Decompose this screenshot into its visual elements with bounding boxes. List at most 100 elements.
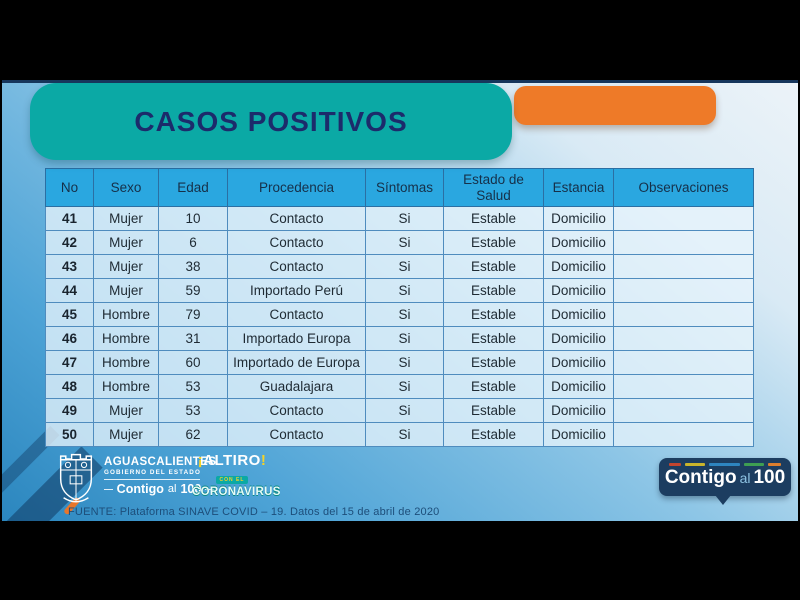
gov-slogan: Contigo al 100 [104,482,214,496]
table-cell: 43 [45,254,94,279]
table-cell [613,326,754,351]
table-cell [613,422,754,447]
table-cell: Mujer [93,278,159,303]
table-cell: Si [365,230,444,255]
table-cell: Estable [443,230,544,255]
table-cell: Domicilio [543,398,614,423]
table-row: 44 Mujer 59 Importado Perú Si Estable Domicili… [45,278,754,303]
gov-state-name: AGUASCALIENTES [104,456,217,468]
table-cell [613,350,754,375]
title-banner: CASOS POSITIVOS [30,83,512,160]
divider [104,479,200,480]
table-cell: Domicilio [543,206,614,231]
table-cell [613,302,754,327]
table-row: 41 Mujer 10 Contacto Si Estable Domicilio [45,206,754,231]
table-cell: Si [365,326,444,351]
table-cell: Domicilio [543,374,614,399]
table-row: 50 Mujer 62 Contacto Si Estable Domicilio [45,422,754,447]
table-row: 47 Hombre 60 Importado de Europa Si Estable Do… [45,350,754,375]
altiro-word: ALTIRO [203,452,261,469]
badge-speech-tail [715,495,731,505]
gov-slogan-al: al [167,483,177,495]
gov-slogan-contigo: Contigo [116,482,164,496]
slide-content-area: CASOS POSITIVOS No Sexo Edad Procedencia Sín… [2,80,798,521]
table-cell: 53 [158,374,228,399]
table-cell: 6 [158,230,228,255]
table-row: 46 Hombre 31 Importado Europa Si Estable Domic… [45,326,754,351]
header-cell: Sexo [93,168,159,207]
table-cell: 49 [45,398,94,423]
table-cell [613,230,754,255]
table-cell: Domicilio [543,350,614,375]
stripe-green [744,463,764,466]
stripe-red [669,463,682,466]
stripe-orange [767,463,782,466]
table-cell: 79 [158,302,228,327]
table-cell: 59 [158,278,228,303]
table-cell: Si [365,350,444,375]
table-cell: 50 [45,422,94,447]
badge-contigo: Contigo [664,467,737,488]
altiro-mark-right: ! [260,452,267,469]
table-cell: Hombre [93,374,159,399]
table-cell: 31 [158,326,228,351]
table-cell: Si [365,278,444,303]
table-cell: 47 [45,350,94,375]
altiro-coronavirus-word: CORONAVIRUS [192,486,281,498]
table-cell: Importado Perú [227,278,366,303]
gov-subtitle: GOBIERNO DEL ESTADO [104,469,201,476]
table-row: 43 Mujer 38 Contacto Si Estable Domicilio [45,254,754,279]
table-cell: Guadalajara [227,374,366,399]
stripe-blue [708,463,741,466]
stripe-yellow [685,463,705,466]
cases-table: No Sexo Edad Procedencia Síntomas Estado de S… [45,168,754,447]
table-cell: Estable [443,326,544,351]
table-cell: 46 [45,326,94,351]
table-cell: Mujer [93,422,159,447]
table-cell: 44 [45,278,94,303]
table-cell: 45 [45,302,94,327]
header-cell: Estado de Salud [443,168,544,207]
table-cell: Importado Europa [227,326,366,351]
table-cell: Mujer [93,254,159,279]
table-cell: Domicilio [543,422,614,447]
table-cell: Mujer [93,230,159,255]
header-cell: No [45,168,94,207]
table-row: 49 Mujer 53 Contacto Si Estable Domicilio [45,398,754,423]
table-cell: 38 [158,254,228,279]
table-header: No Sexo Edad Procedencia Síntomas Estado de S… [45,168,754,207]
table-cell: Estable [443,374,544,399]
table-row: 48 Hombre 53 Guadalajara Si Estable Domicilio [45,374,754,399]
altiro-mark-left: ¡ [197,452,204,469]
header-cell: Observaciones [613,168,754,207]
table-cell [613,398,754,423]
header-cell: Estancia [543,168,614,207]
table-cell: 10 [158,206,228,231]
table-cell: Si [365,422,444,447]
table-cell: Si [365,254,444,279]
table-cell: 62 [158,422,228,447]
header-cell: Procedencia [227,168,366,207]
table-cell: Importado de Europa [227,350,366,375]
table-cell: Domicilio [543,230,614,255]
table-cell: Mujer [93,206,159,231]
table-cell: Hombre [93,326,159,351]
table-cell: Contacto [227,230,366,255]
table-row: 45 Hombre 79 Contacto Si Estable Domicilio [45,302,754,327]
table-cell: Domicilio [543,302,614,327]
altiro-coronavirus-logo: ¡ALTIRO! CON EL CORONAVIRUS [192,452,281,498]
table-cell: Si [365,374,444,399]
table-cell: Contacto [227,398,366,423]
table-cell: Estable [443,302,544,327]
table-cell: 60 [158,350,228,375]
aguascalientes-coat-of-arms-icon [59,453,93,503]
table-cell: 41 [45,206,94,231]
contigo-al-100-badge: Contigo al 100 [659,458,791,505]
divider [205,488,214,490]
table-cell: Estable [443,254,544,279]
gov-slogan-100: 100 [180,482,202,496]
table-cell [613,374,754,399]
table-cell: Domicilio [543,326,614,351]
badge-100: 100 [753,467,786,488]
header-cell: Edad [158,168,228,207]
